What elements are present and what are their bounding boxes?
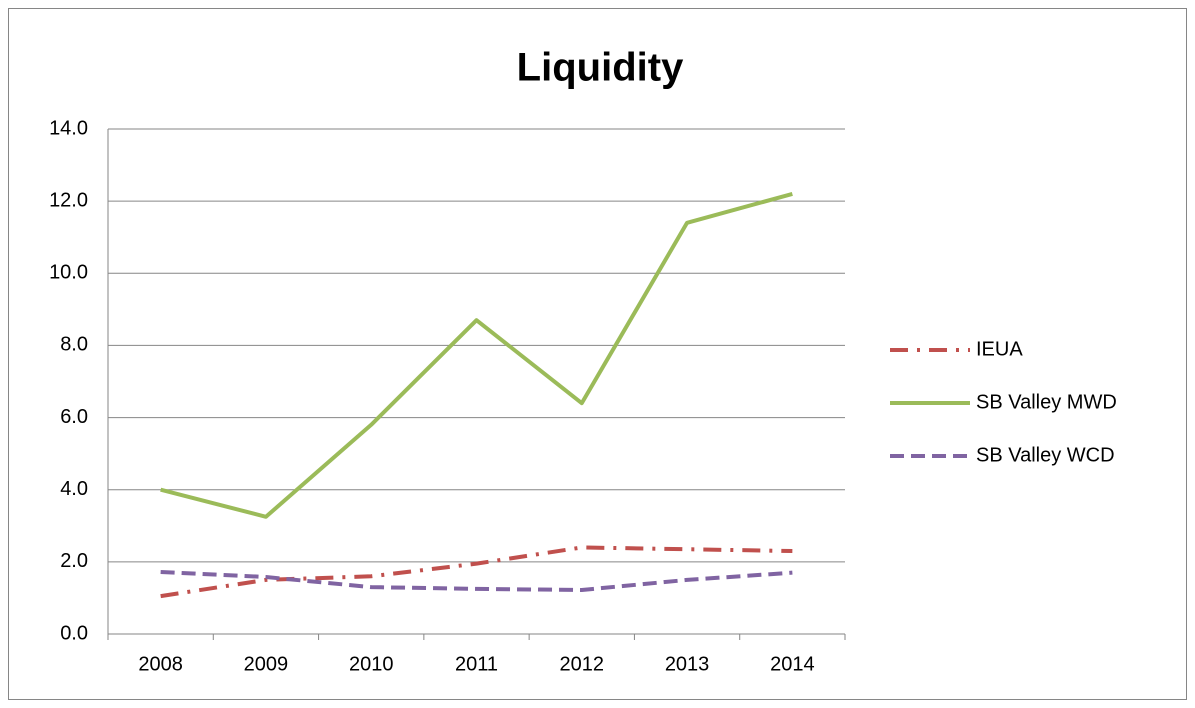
x-tick-label: 2011 (455, 653, 498, 675)
y-tick-label: 4.0 (60, 478, 88, 500)
y-tick-label: 14.0 (49, 117, 88, 139)
x-tick-label: 2014 (770, 653, 815, 675)
legend-label: IEUA (976, 338, 1023, 360)
y-tick-label: 10.0 (49, 262, 88, 284)
legend-label: SB Valley WCD (976, 444, 1115, 466)
x-tick-label: 2008 (138, 653, 183, 675)
series-line (160, 569, 793, 592)
x-tick-label: 2009 (244, 653, 289, 675)
y-tick-label: 6.0 (60, 406, 88, 428)
chart-frame (8, 8, 1187, 700)
x-tick-label: 2012 (560, 653, 605, 675)
series-line (160, 192, 793, 519)
y-tick-label: 8.0 (60, 334, 88, 356)
x-tick-label: 2013 (665, 653, 710, 675)
chart-title: Liquidity (517, 46, 684, 90)
legend-label: SB Valley MWD (976, 391, 1117, 413)
y-tick-label: 12.0 (49, 189, 88, 211)
y-tick-label: 2.0 (60, 550, 88, 572)
series-line (160, 545, 793, 599)
x-tick-label: 2010 (349, 653, 394, 675)
y-tick-label: 0.0 (60, 622, 88, 644)
